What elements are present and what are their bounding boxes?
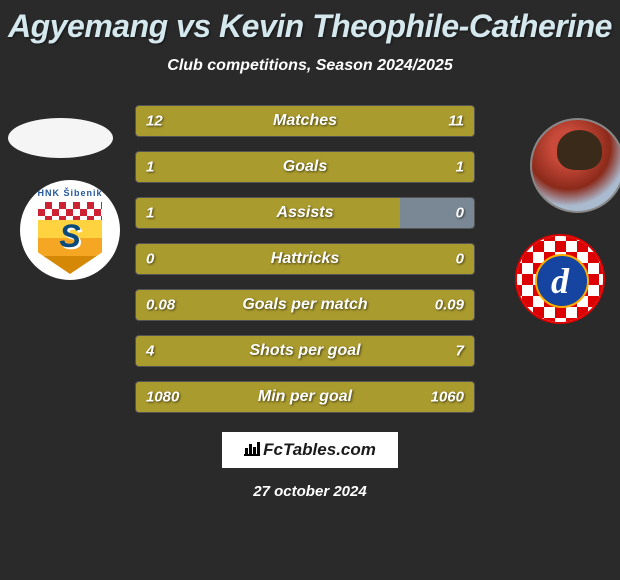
stats-bars: 1211Matches11Goals10Assists00Hattricks0.…	[135, 105, 475, 413]
player-right-avatar	[530, 118, 620, 213]
chart-icon	[244, 442, 260, 456]
club-left-name: HNK Šibenik	[30, 188, 110, 198]
stat-value-right: 0	[456, 251, 464, 268]
stat-value-left: 0	[146, 251, 154, 268]
stat-value-right: 1060	[431, 389, 464, 406]
stat-value-left: 1080	[146, 389, 179, 406]
stat-row: 0 0 Hattricks	[135, 243, 475, 275]
club-right-letter: d	[517, 260, 603, 302]
stat-bar-left	[136, 198, 400, 228]
stat-bar-right	[305, 152, 474, 182]
page-title: Agyemang vs Kevin Theophile-Catherine	[0, 8, 620, 45]
stat-label: Assists	[277, 204, 334, 222]
stat-value-left: 4	[146, 343, 154, 360]
stat-label: Goals	[283, 158, 327, 176]
stat-value-right: 11	[448, 113, 464, 130]
stat-row: 12 11 Matches	[135, 105, 475, 137]
stat-row: 1080 1060 Min per goal	[135, 381, 475, 413]
stat-label: Hattricks	[271, 250, 339, 268]
stat-value-left: 1	[146, 159, 154, 176]
stat-bar-left	[136, 152, 305, 182]
footer: FcTables.com 27 october 2024	[0, 431, 620, 500]
stat-row: 4 7 Shots per goal	[135, 335, 475, 367]
stat-value-left: 0.08	[146, 297, 175, 314]
stat-value-right: 1	[456, 159, 464, 176]
comparison-card: Agyemang vs Kevin Theophile-Catherine Cl…	[0, 0, 620, 580]
stat-value-right: 0.09	[435, 297, 464, 314]
club-left-logo: HNK Šibenik S	[20, 180, 120, 280]
stat-value-left: 12	[146, 113, 163, 130]
page-subtitle: Club competitions, Season 2024/2025	[0, 57, 620, 75]
stat-value-right: 0	[456, 205, 464, 222]
stat-row: 0.08 0.09 Goals per match	[135, 289, 475, 321]
stat-row: 1 0 Assists	[135, 197, 475, 229]
stat-label: Min per goal	[258, 388, 352, 406]
footer-date: 27 october 2024	[0, 483, 620, 500]
brand-badge: FcTables.com	[221, 431, 399, 469]
stat-label: Goals per match	[242, 296, 367, 314]
stat-value-left: 1	[146, 205, 154, 222]
stat-label: Matches	[273, 112, 337, 130]
stat-row: 1 1 Goals	[135, 151, 475, 183]
player-left-avatar	[8, 118, 113, 158]
stat-value-right: 7	[456, 343, 464, 360]
stat-label: Shots per goal	[249, 342, 360, 360]
club-right-logo: d	[515, 234, 605, 324]
brand-text: FcTables.com	[263, 440, 376, 459]
club-left-letter: S	[20, 218, 120, 255]
